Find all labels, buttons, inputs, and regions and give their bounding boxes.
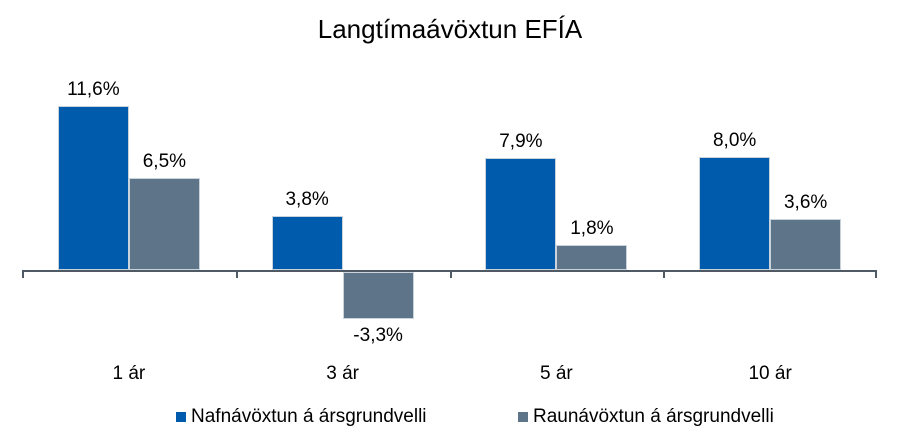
bar-series1-group1 — [57, 105, 129, 270]
legend-item: Raunávöxtun á ársgrundvelli — [518, 404, 774, 430]
category-label: 3 ár — [326, 363, 359, 384]
category-label: 10 ár — [748, 363, 792, 384]
bar-value-label: -3,3% — [353, 324, 403, 346]
legend-label: Raunávöxtun á ársgrundvelli — [533, 406, 774, 427]
legend: Nafnávöxtun á ársgrundvelli Raunávöxtun á… — [0, 404, 900, 430]
bar-value-label: 8,0% — [712, 129, 757, 151]
bar-value-label: 11,6% — [67, 78, 120, 100]
x-axis-tick — [663, 270, 666, 278]
legend-label: Nafnávöxtun á ársgrundvelli — [191, 406, 427, 427]
x-axis-tick — [875, 270, 877, 278]
bar-series2-group3 — [556, 244, 628, 270]
bar-value-label: 6,5% — [142, 151, 187, 173]
x-axis-tick — [449, 270, 452, 278]
bar-value-label: 3,8% — [285, 189, 329, 211]
bar-value-label: 7,9% — [499, 131, 543, 153]
chart-title: Langtímaávöxtun EFÍA — [317, 14, 583, 44]
legend-swatch-icon — [518, 412, 528, 422]
bar-series2-group4 — [770, 219, 842, 270]
bar-series1-group2 — [271, 216, 343, 270]
bar-series1-group4 — [699, 156, 771, 270]
bar-series2-group1 — [128, 178, 200, 270]
x-axis-tick — [22, 270, 24, 278]
category-label: 5 ár — [540, 363, 573, 384]
legend-swatch-icon — [176, 412, 186, 422]
bar-series2-group2 — [342, 272, 414, 319]
bar-value-label: 3,6% — [783, 192, 828, 214]
category-label: 1 ár — [112, 363, 146, 384]
bar-value-label: 1,8% — [570, 217, 614, 239]
legend-item: Nafnávöxtun á ársgrundvelli — [176, 404, 427, 430]
bar-series1-group3 — [485, 158, 557, 270]
x-axis-tick — [235, 270, 238, 278]
